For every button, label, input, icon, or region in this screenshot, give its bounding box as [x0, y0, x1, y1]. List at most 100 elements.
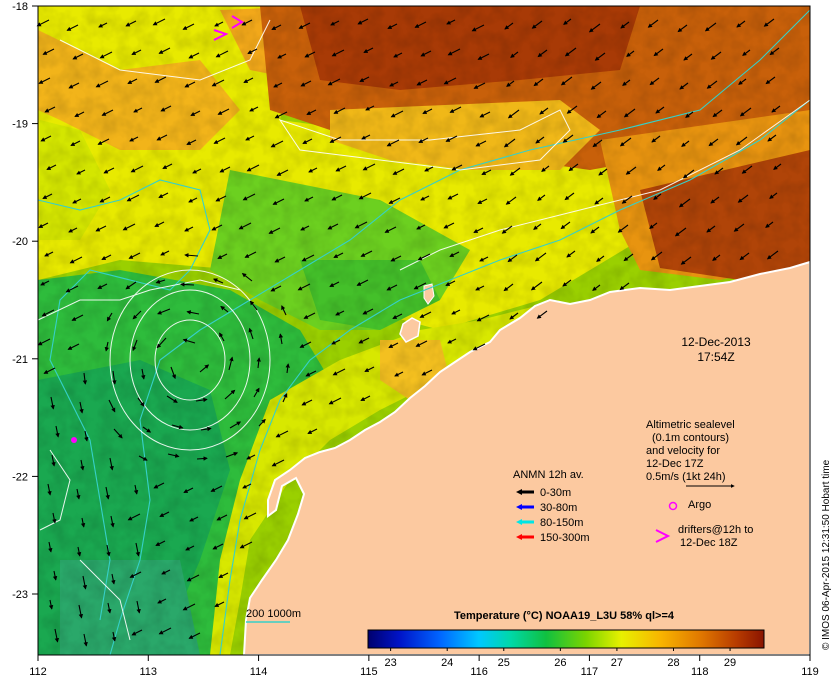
velocity-arrow: [446, 19, 456, 25]
velocity-arrow: [83, 633, 88, 647]
velocity-arrow: [329, 281, 340, 287]
velocity-arrow: [282, 392, 288, 403]
velocity-arrow: [70, 140, 81, 146]
velocity-arrow: [41, 309, 55, 317]
velocity-arrow: [472, 343, 486, 351]
velocity-arrow: [44, 251, 54, 257]
velocity-arrow: [112, 370, 117, 385]
velocity-arrow: [563, 18, 572, 25]
colorbar: Temperature (°C) NOAA19_L3U 58% ql>=4 23…: [367, 610, 765, 669]
velocity-arrow: [413, 282, 427, 290]
velocity-arrow: [95, 225, 107, 232]
velocity-arrow: [216, 514, 228, 521]
velocity-arrow: [741, 165, 753, 174]
velocity-arrow: [358, 337, 370, 344]
velocity-arrow: [80, 517, 86, 528]
velocity-arrow: [359, 76, 370, 82]
velocity-arrow: [617, 224, 629, 233]
colorbar-tick-label: 24: [441, 657, 453, 669]
velocity-arrow: [477, 198, 488, 204]
altimetry-line5: 0.5m/s (1kt 24h): [646, 471, 725, 483]
velocity-arrow: [769, 192, 778, 199]
velocity-arrow: [712, 109, 723, 118]
velocity-arrow: [212, 278, 224, 284]
velocity-arrow: [765, 76, 776, 85]
velocity-arrow: [66, 24, 79, 31]
velocity-arrow: [82, 575, 88, 590]
velocity-arrow: [362, 163, 376, 171]
velocity-arrow: [394, 371, 404, 377]
lon-tick-label: 118: [691, 666, 709, 678]
velocity-arrow: [248, 327, 254, 340]
velocity-arrow: [735, 136, 748, 146]
time-label: 17:54Z: [697, 350, 734, 364]
velocity-arrow: [182, 23, 195, 30]
velocity-arrow: [137, 397, 145, 407]
velocity-arrow: [596, 110, 607, 119]
velocity-arrow: [47, 483, 52, 496]
land-mainland: [242, 260, 811, 656]
velocity-arrow: [213, 137, 226, 144]
velocity-arrow: [471, 24, 485, 32]
velocity-arrow: [214, 21, 224, 27]
velocity-arrow: [42, 193, 53, 199]
velocity-arrow: [393, 52, 403, 58]
lat-tick-label: -18: [12, 1, 28, 13]
velocity-arrow: [414, 21, 427, 28]
velocity-arrow: [533, 78, 544, 87]
velocity-arrow: [111, 573, 116, 585]
velocity-arrow: [386, 139, 400, 147]
velocity-arrow: [133, 107, 143, 113]
velocity-arrow: [479, 256, 489, 262]
velocity-arrow: [160, 250, 170, 256]
velocity-arrow: [501, 225, 513, 234]
anmn-legend-label: 150-300m: [540, 532, 590, 544]
plot-frame: [37, 5, 811, 656]
isobath-legend-label: 200 1000m: [246, 608, 301, 620]
velocity-arrow: [683, 53, 693, 61]
velocity-arrow: [241, 273, 253, 282]
velocity-arrow: [182, 603, 196, 611]
velocity-arrow: [122, 223, 136, 231]
velocity-arrow: [626, 50, 635, 57]
velocity-arrow: [354, 221, 368, 229]
lon-tick-label: 113: [140, 666, 158, 678]
velocity-arrow: [238, 222, 252, 230]
longitude-axis: 112 113 114 115 116 117 118 119: [29, 655, 819, 678]
velocity-arrow: [182, 338, 196, 344]
velocity-arrow: [445, 135, 458, 142]
drifter-legend-icon: [655, 529, 671, 543]
velocity-arrow: [304, 196, 314, 202]
velocity-arrow: [361, 134, 371, 140]
velocity-arrow: [268, 227, 281, 234]
velocity-arrow: [505, 196, 517, 205]
velocity-arrow: [104, 341, 109, 352]
velocity-arrow: [307, 428, 318, 434]
velocity-arrow: [217, 253, 228, 259]
altimetry-line3: and velocity for: [646, 445, 720, 457]
velocity-arrow: [564, 192, 575, 201]
velocity-arrow: [220, 305, 229, 313]
velocity-arrow: [196, 456, 208, 461]
velocity-arrow: [50, 396, 55, 410]
velocity-arrow: [297, 283, 311, 291]
velocity-arrow: [560, 76, 573, 86]
velocity-arrow: [742, 49, 751, 56]
velocity-arrow: [706, 80, 718, 89]
velocity-arrow: [152, 18, 166, 26]
anmn-legend-label: 80-150m: [540, 517, 583, 529]
velocity-arrow: [335, 310, 345, 316]
velocity-arrow: [80, 459, 85, 471]
velocity-arrow: [596, 255, 605, 262]
velocity-arrow: [590, 81, 602, 90]
velocity-arrow: [131, 49, 142, 55]
velocity-arrow: [384, 226, 397, 233]
velocity-arrow: [473, 227, 484, 233]
velocity-arrow: [308, 167, 318, 173]
velocity-arrow: [186, 139, 197, 145]
velocity-arrow: [503, 138, 516, 148]
isobath-legend: 200 1000m: [246, 608, 301, 623]
anmn-legend-arrowhead: [516, 489, 522, 495]
velocity-arrow: [156, 337, 167, 349]
drifter-marker: [213, 15, 244, 41]
